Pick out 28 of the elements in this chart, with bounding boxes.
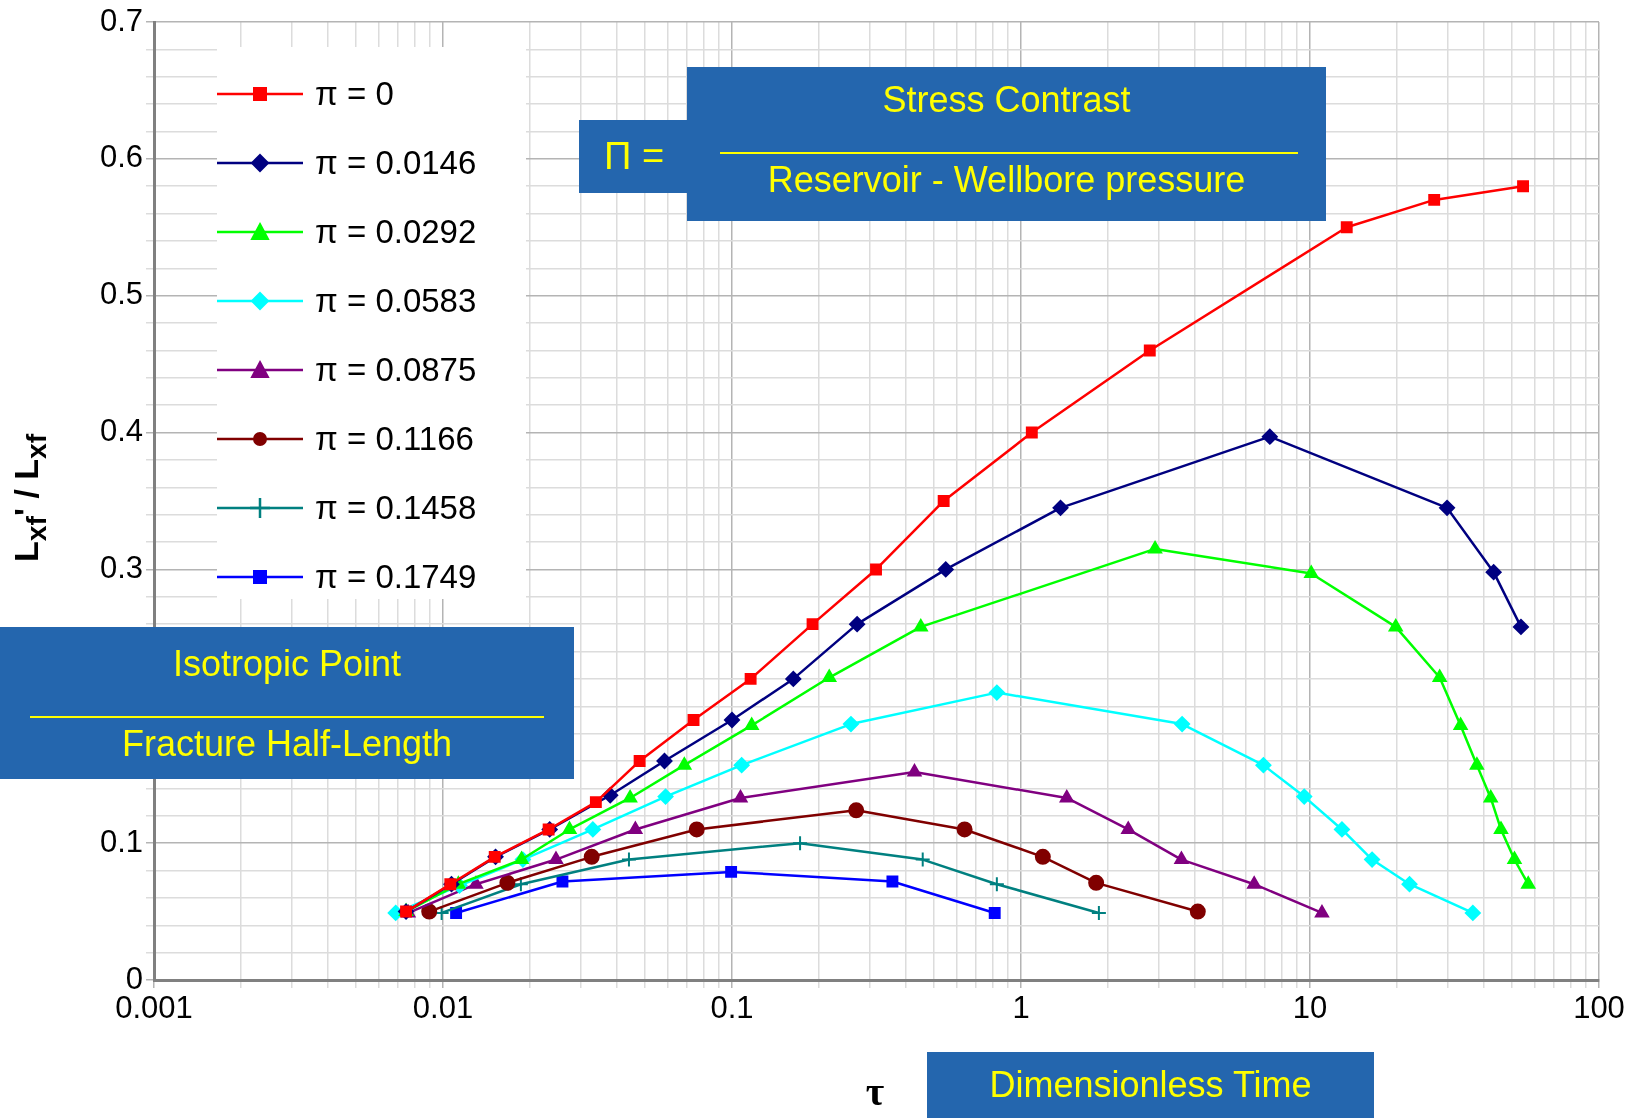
legend-label: π = 0.1458 [315,488,477,527]
y-tick-label: 0.7 [99,2,143,38]
x-tick-label: 100 [1573,990,1625,1026]
y-tick-label: 0.1 [99,823,143,859]
y-tick-label: 0.4 [99,413,143,449]
text-box: Stress Contrast Reservoir - Wellbore pressure [687,67,1326,221]
y-tick-label: 0.5 [99,276,143,312]
x-tick-label: 0.01 [412,990,474,1026]
legend-label: π = 0.0146 [315,143,477,182]
y-tick-label: 0.6 [99,139,143,175]
x-tick-label: 1 [1012,990,1030,1026]
x-axis-title: τ [864,1068,886,1115]
legend-label: π = 0.1749 [315,557,477,596]
x-tick-label: 0.1 [710,990,754,1026]
legend-label: π = 0.0583 [315,281,477,320]
annotation: Reservoir - Wellbore pressure [766,159,1247,201]
x-tick-label: 10 [1292,990,1328,1026]
annotation: Isotropic Point [171,643,403,685]
text-box: Π = [579,120,689,193]
y-tick-label: 0.3 [99,549,143,585]
text-box: Isotropic Point Fracture Half-Length [0,627,574,779]
legend-label: π = 0.0292 [315,212,477,251]
legend-label: π = 0.0875 [315,350,477,389]
annotation: Fracture Half-Length [120,723,454,765]
legend-label: π = 0.1166 [315,419,474,458]
text-box: Dimensionless Time [927,1052,1374,1118]
annotation: Stress Contrast [881,79,1132,121]
legend-label: π = 0 [315,74,394,113]
